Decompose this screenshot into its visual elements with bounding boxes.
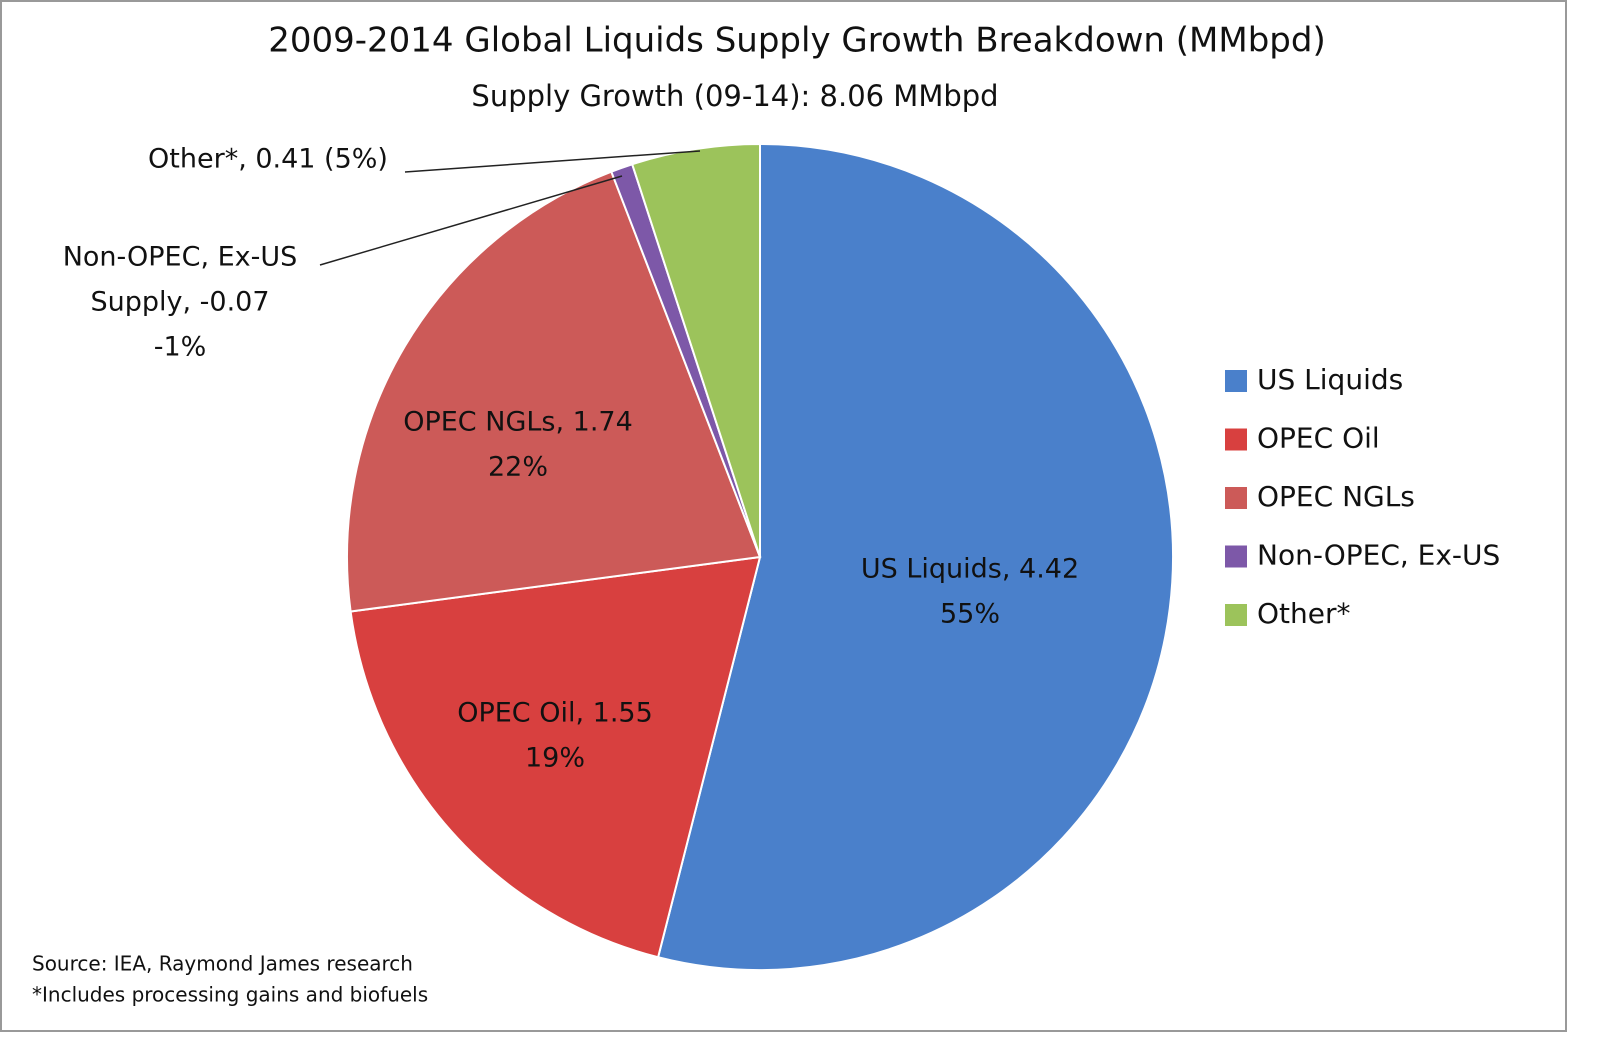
data-label: US Liquids, 4.42: [861, 554, 1079, 585]
legend-swatch: [1225, 428, 1247, 451]
legend-label: US Liquids: [1257, 363, 1403, 396]
leader-line: [404, 150, 701, 173]
chart-subtitle: Supply Growth (09-14): 8.06 MMbpd: [471, 79, 998, 113]
chart-title: 2009-2014 Global Liquids Supply Growth B…: [268, 21, 1326, 61]
data-label: 55%: [940, 599, 1000, 630]
data-label: -1%: [154, 332, 207, 363]
legend-label: Non-OPEC, Ex-US: [1257, 539, 1500, 572]
pie-slice: [630, 142, 761, 558]
legend-swatch: [1225, 370, 1247, 392]
legend-label: OPEC Oil: [1257, 422, 1380, 455]
data-label: 22%: [488, 452, 548, 483]
data-label: 19%: [525, 743, 585, 774]
pie-slice: [349, 555, 762, 959]
legend-label: Other*: [1257, 597, 1351, 630]
footnote: *Includes processing gains and biofuels: [32, 983, 428, 1007]
legend-swatch: [1225, 545, 1247, 568]
data-label: Non-OPEC, Ex-US: [63, 242, 298, 273]
data-label: Other*, 0.41 (5%): [148, 144, 388, 175]
legend-label: OPEC NGLs: [1257, 480, 1415, 513]
pie-slice: [656, 142, 1174, 971]
legend-swatch: [1225, 487, 1247, 509]
data-label: OPEC NGLs, 1.74: [403, 407, 633, 438]
data-label: OPEC Oil, 1.55: [457, 698, 653, 729]
source-note: Source: IEA, Raymond James research: [32, 952, 413, 976]
leader-line: [319, 175, 623, 266]
data-label: Supply, -0.07: [90, 287, 269, 318]
legend-swatch: [1225, 604, 1247, 626]
pie-slice: [346, 170, 762, 613]
